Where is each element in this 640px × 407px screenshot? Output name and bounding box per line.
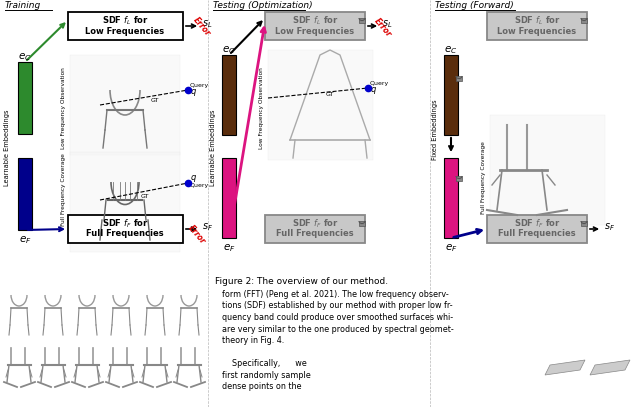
Text: tions (SDF) established by our method with proper low fr-: tions (SDF) established by our method wi… bbox=[222, 302, 452, 311]
Text: Testing (Forward): Testing (Forward) bbox=[435, 1, 514, 10]
Bar bbox=[444, 158, 458, 238]
Text: $e_C$: $e_C$ bbox=[222, 44, 236, 56]
Text: Query: Query bbox=[370, 81, 389, 85]
Text: $s_L$: $s_L$ bbox=[202, 18, 212, 30]
Text: SDF $f_F$ for: SDF $f_F$ for bbox=[514, 218, 561, 230]
Bar bbox=[222, 158, 236, 238]
Text: Full Frequencies: Full Frequencies bbox=[498, 230, 576, 239]
Text: Query: Query bbox=[190, 184, 209, 188]
Bar bbox=[18, 158, 32, 230]
Text: Specifically,      we: Specifically, we bbox=[222, 359, 307, 368]
Text: first randomly sample: first randomly sample bbox=[222, 370, 311, 379]
Text: SDF $f_L$ for: SDF $f_L$ for bbox=[514, 15, 560, 27]
Text: GT: GT bbox=[151, 98, 159, 103]
Polygon shape bbox=[545, 360, 585, 375]
Text: theory in Fig. 4.: theory in Fig. 4. bbox=[222, 336, 284, 345]
Text: $e_F$: $e_F$ bbox=[445, 242, 458, 254]
Text: Full Frequencies: Full Frequencies bbox=[276, 230, 354, 239]
Text: Full Frequency Coverage: Full Frequency Coverage bbox=[481, 142, 486, 214]
Bar bbox=[490, 115, 605, 225]
Bar bbox=[268, 50, 373, 160]
Bar bbox=[265, 12, 365, 40]
Text: SDF $f_F$ for: SDF $f_F$ for bbox=[102, 218, 148, 230]
Text: Low Frequency Observation: Low Frequency Observation bbox=[61, 67, 65, 149]
Text: Full Frequencies: Full Frequencies bbox=[86, 230, 164, 239]
Bar bbox=[18, 62, 32, 134]
Text: $e_F$: $e_F$ bbox=[19, 234, 31, 246]
Bar bbox=[444, 55, 458, 135]
Text: $s_F$: $s_F$ bbox=[202, 221, 213, 233]
Text: Learnable Embeddings: Learnable Embeddings bbox=[210, 110, 216, 186]
Text: Low Frequency Observation: Low Frequency Observation bbox=[259, 67, 264, 149]
Text: GT: GT bbox=[326, 92, 334, 96]
Text: $e_C$: $e_C$ bbox=[444, 44, 458, 56]
Text: Learnable Embeddings: Learnable Embeddings bbox=[4, 110, 10, 186]
Polygon shape bbox=[590, 360, 630, 375]
Text: Fixed Embeddings: Fixed Embeddings bbox=[432, 100, 438, 160]
Text: SDF $f_L$ for: SDF $f_L$ for bbox=[102, 15, 148, 27]
Text: Query: Query bbox=[190, 83, 209, 88]
Text: $q$: $q$ bbox=[370, 85, 377, 96]
Bar bbox=[456, 76, 462, 81]
Text: SDF $f_L$ for: SDF $f_L$ for bbox=[292, 15, 339, 27]
Bar bbox=[222, 55, 236, 135]
Bar bbox=[70, 55, 180, 155]
Text: $e_F$: $e_F$ bbox=[223, 242, 236, 254]
Bar bbox=[456, 176, 462, 181]
Text: $s_L$: $s_L$ bbox=[382, 18, 392, 30]
Text: $q$: $q$ bbox=[190, 88, 197, 98]
Text: form (FFT) (Peng et al. 2021). The low frequency observ-: form (FFT) (Peng et al. 2021). The low f… bbox=[222, 290, 449, 299]
Text: Low Frequencies: Low Frequencies bbox=[497, 26, 577, 35]
Text: quency band could produce over smoothed surfaces whi-: quency band could produce over smoothed … bbox=[222, 313, 453, 322]
Bar bbox=[581, 18, 587, 23]
Text: Error: Error bbox=[372, 17, 393, 39]
Bar bbox=[70, 152, 180, 252]
Text: Error: Error bbox=[191, 15, 212, 38]
Text: SDF $f_F$ for: SDF $f_F$ for bbox=[292, 218, 339, 230]
Bar bbox=[265, 215, 365, 243]
Text: Low Frequencies: Low Frequencies bbox=[85, 26, 164, 35]
Text: Figure 2: The overview of our method.: Figure 2: The overview of our method. bbox=[215, 277, 388, 286]
Text: $e_C$: $e_C$ bbox=[19, 51, 32, 63]
Bar bbox=[359, 18, 365, 23]
Bar bbox=[487, 12, 587, 40]
Bar bbox=[68, 12, 183, 40]
Text: GT: GT bbox=[141, 193, 149, 199]
Text: dense points on the: dense points on the bbox=[222, 382, 301, 391]
Text: $s_F$: $s_F$ bbox=[604, 221, 615, 233]
Bar bbox=[581, 221, 587, 226]
Bar bbox=[68, 215, 183, 243]
Text: Low Frequencies: Low Frequencies bbox=[275, 26, 355, 35]
Text: Testing (Optimization): Testing (Optimization) bbox=[213, 1, 312, 10]
Bar bbox=[487, 215, 587, 243]
Text: Error: Error bbox=[186, 223, 207, 246]
Text: Training: Training bbox=[5, 1, 41, 10]
Bar bbox=[359, 221, 365, 226]
Text: Full Frequency Coverage: Full Frequency Coverage bbox=[61, 153, 65, 226]
Text: are very similar to the one produced by spectral geomet-: are very similar to the one produced by … bbox=[222, 324, 454, 333]
Text: $q$: $q$ bbox=[190, 173, 197, 184]
